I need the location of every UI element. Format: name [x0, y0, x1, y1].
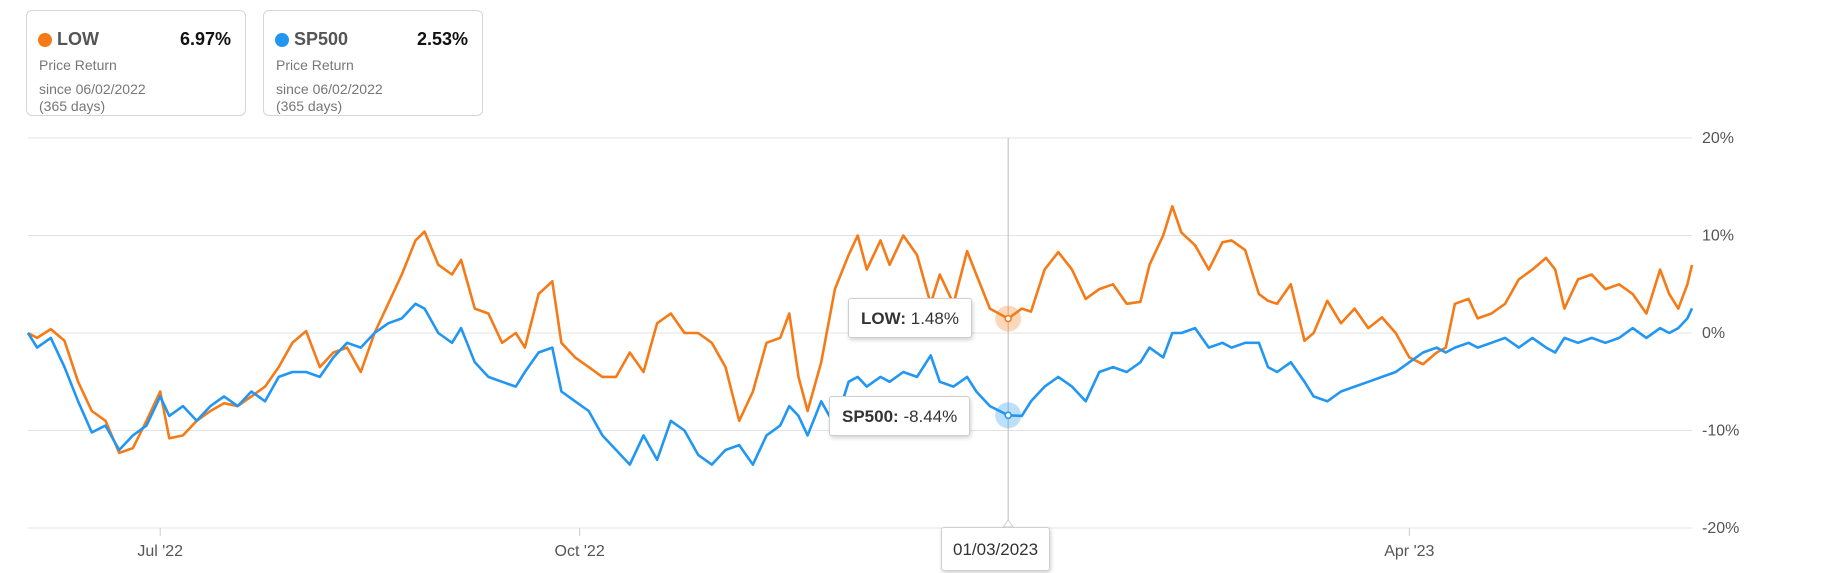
card-subtitle: Price Return — [39, 57, 117, 73]
y-axis-ticks: 20% 10% 0% -10% -20% — [1702, 130, 1739, 537]
card-days-count: (365 days) — [39, 98, 106, 114]
card-since-date: since 06/02/2022 — [276, 81, 383, 97]
crosshair-date-label: 01/03/2023 — [941, 527, 1051, 571]
tooltip-sp500-label: SP500: — [842, 407, 899, 426]
y-tick-label: -10% — [1702, 423, 1739, 440]
card-ticker: LOW — [57, 29, 99, 49]
date-pointer-arrow — [1002, 519, 1015, 528]
low-tooltip: LOW: 1.48% — [848, 298, 972, 338]
tooltip-low-value: 1.48% — [910, 309, 959, 328]
sp500-color-dot — [275, 33, 289, 47]
card-ticker: SP500 — [294, 29, 349, 49]
y-tick-label: 0% — [1702, 325, 1725, 342]
card-since-date: since 06/02/2022 — [39, 81, 146, 97]
hover-point-low — [1004, 314, 1012, 323]
y-tick-label: -20% — [1702, 520, 1739, 537]
chart-series — [26, 205, 1694, 466]
tooltip-sp500-value: -8.44% — [903, 407, 958, 426]
low-color-dot — [38, 33, 52, 47]
sp500-tooltip: SP500: -8.44% — [829, 396, 971, 436]
legend-card-sp500[interactable]: SP500 2.53% Price Return since 06/02/202… — [263, 10, 483, 116]
series-line-sp500 — [26, 302, 1694, 466]
card-subtitle: Price Return — [276, 57, 354, 73]
card-return-value: 6.97% — [179, 29, 231, 49]
x-tick-label: Oct '22 — [555, 543, 605, 560]
tooltip-low-label: LOW: — [861, 309, 907, 328]
card-return-value: 2.53% — [416, 29, 468, 49]
legend-card-low[interactable]: LOW 6.97% Price Return since 06/02/2022 … — [26, 10, 246, 116]
hover-point-sp500 — [1004, 411, 1012, 420]
x-tick-label: Apr '23 — [1384, 543, 1434, 560]
card-days-count: (365 days) — [276, 98, 343, 114]
x-tick-label: Jul '22 — [137, 543, 183, 560]
y-tick-label: 20% — [1702, 130, 1734, 147]
y-tick-label: 10% — [1702, 228, 1734, 245]
series-line-low — [27, 205, 1694, 455]
hover-markers — [995, 305, 1022, 528]
